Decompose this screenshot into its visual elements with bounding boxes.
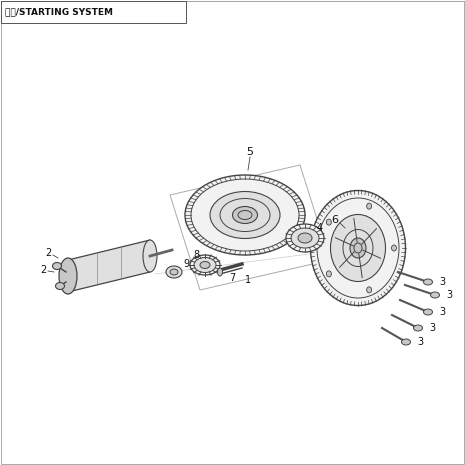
Ellipse shape [185,175,305,255]
Ellipse shape [366,287,372,293]
Ellipse shape [326,271,332,277]
Ellipse shape [232,206,258,224]
Text: 2: 2 [45,248,51,258]
Ellipse shape [200,261,210,268]
Ellipse shape [220,199,270,232]
Ellipse shape [326,219,332,225]
Ellipse shape [343,230,373,266]
Ellipse shape [298,233,312,243]
Ellipse shape [354,243,362,253]
Ellipse shape [350,238,366,258]
Ellipse shape [59,258,77,294]
Text: 3: 3 [429,323,435,333]
Text: 9: 9 [183,259,189,269]
Polygon shape [68,240,150,292]
Text: 3: 3 [439,307,445,317]
Ellipse shape [317,198,399,298]
Text: 7: 7 [229,273,235,283]
Text: 6: 6 [332,215,339,225]
Ellipse shape [431,292,439,298]
Ellipse shape [392,245,397,251]
Ellipse shape [166,266,182,278]
Ellipse shape [424,279,432,285]
Ellipse shape [413,325,423,331]
Ellipse shape [190,255,220,275]
Ellipse shape [424,309,432,315]
Ellipse shape [210,192,280,239]
Ellipse shape [291,228,319,248]
Text: 1: 1 [245,275,251,285]
Text: 3: 3 [446,290,452,300]
Bar [1,1,186,23]
Ellipse shape [331,214,385,281]
Ellipse shape [238,211,252,219]
Text: 3: 3 [417,337,423,347]
Ellipse shape [218,268,222,276]
Text: 3: 3 [439,277,445,287]
Ellipse shape [143,240,157,272]
Ellipse shape [170,269,178,275]
Text: 系统/STARTING SYSTEM: 系统/STARTING SYSTEM [5,7,113,16]
Ellipse shape [194,258,216,272]
Text: 5: 5 [246,147,253,157]
Ellipse shape [401,339,411,345]
Ellipse shape [55,283,65,290]
Text: 8: 8 [193,250,199,260]
Ellipse shape [311,191,405,306]
Ellipse shape [366,203,372,209]
Text: 4: 4 [317,223,323,233]
Text: 2: 2 [40,265,46,275]
Ellipse shape [286,224,324,252]
Ellipse shape [53,263,61,270]
